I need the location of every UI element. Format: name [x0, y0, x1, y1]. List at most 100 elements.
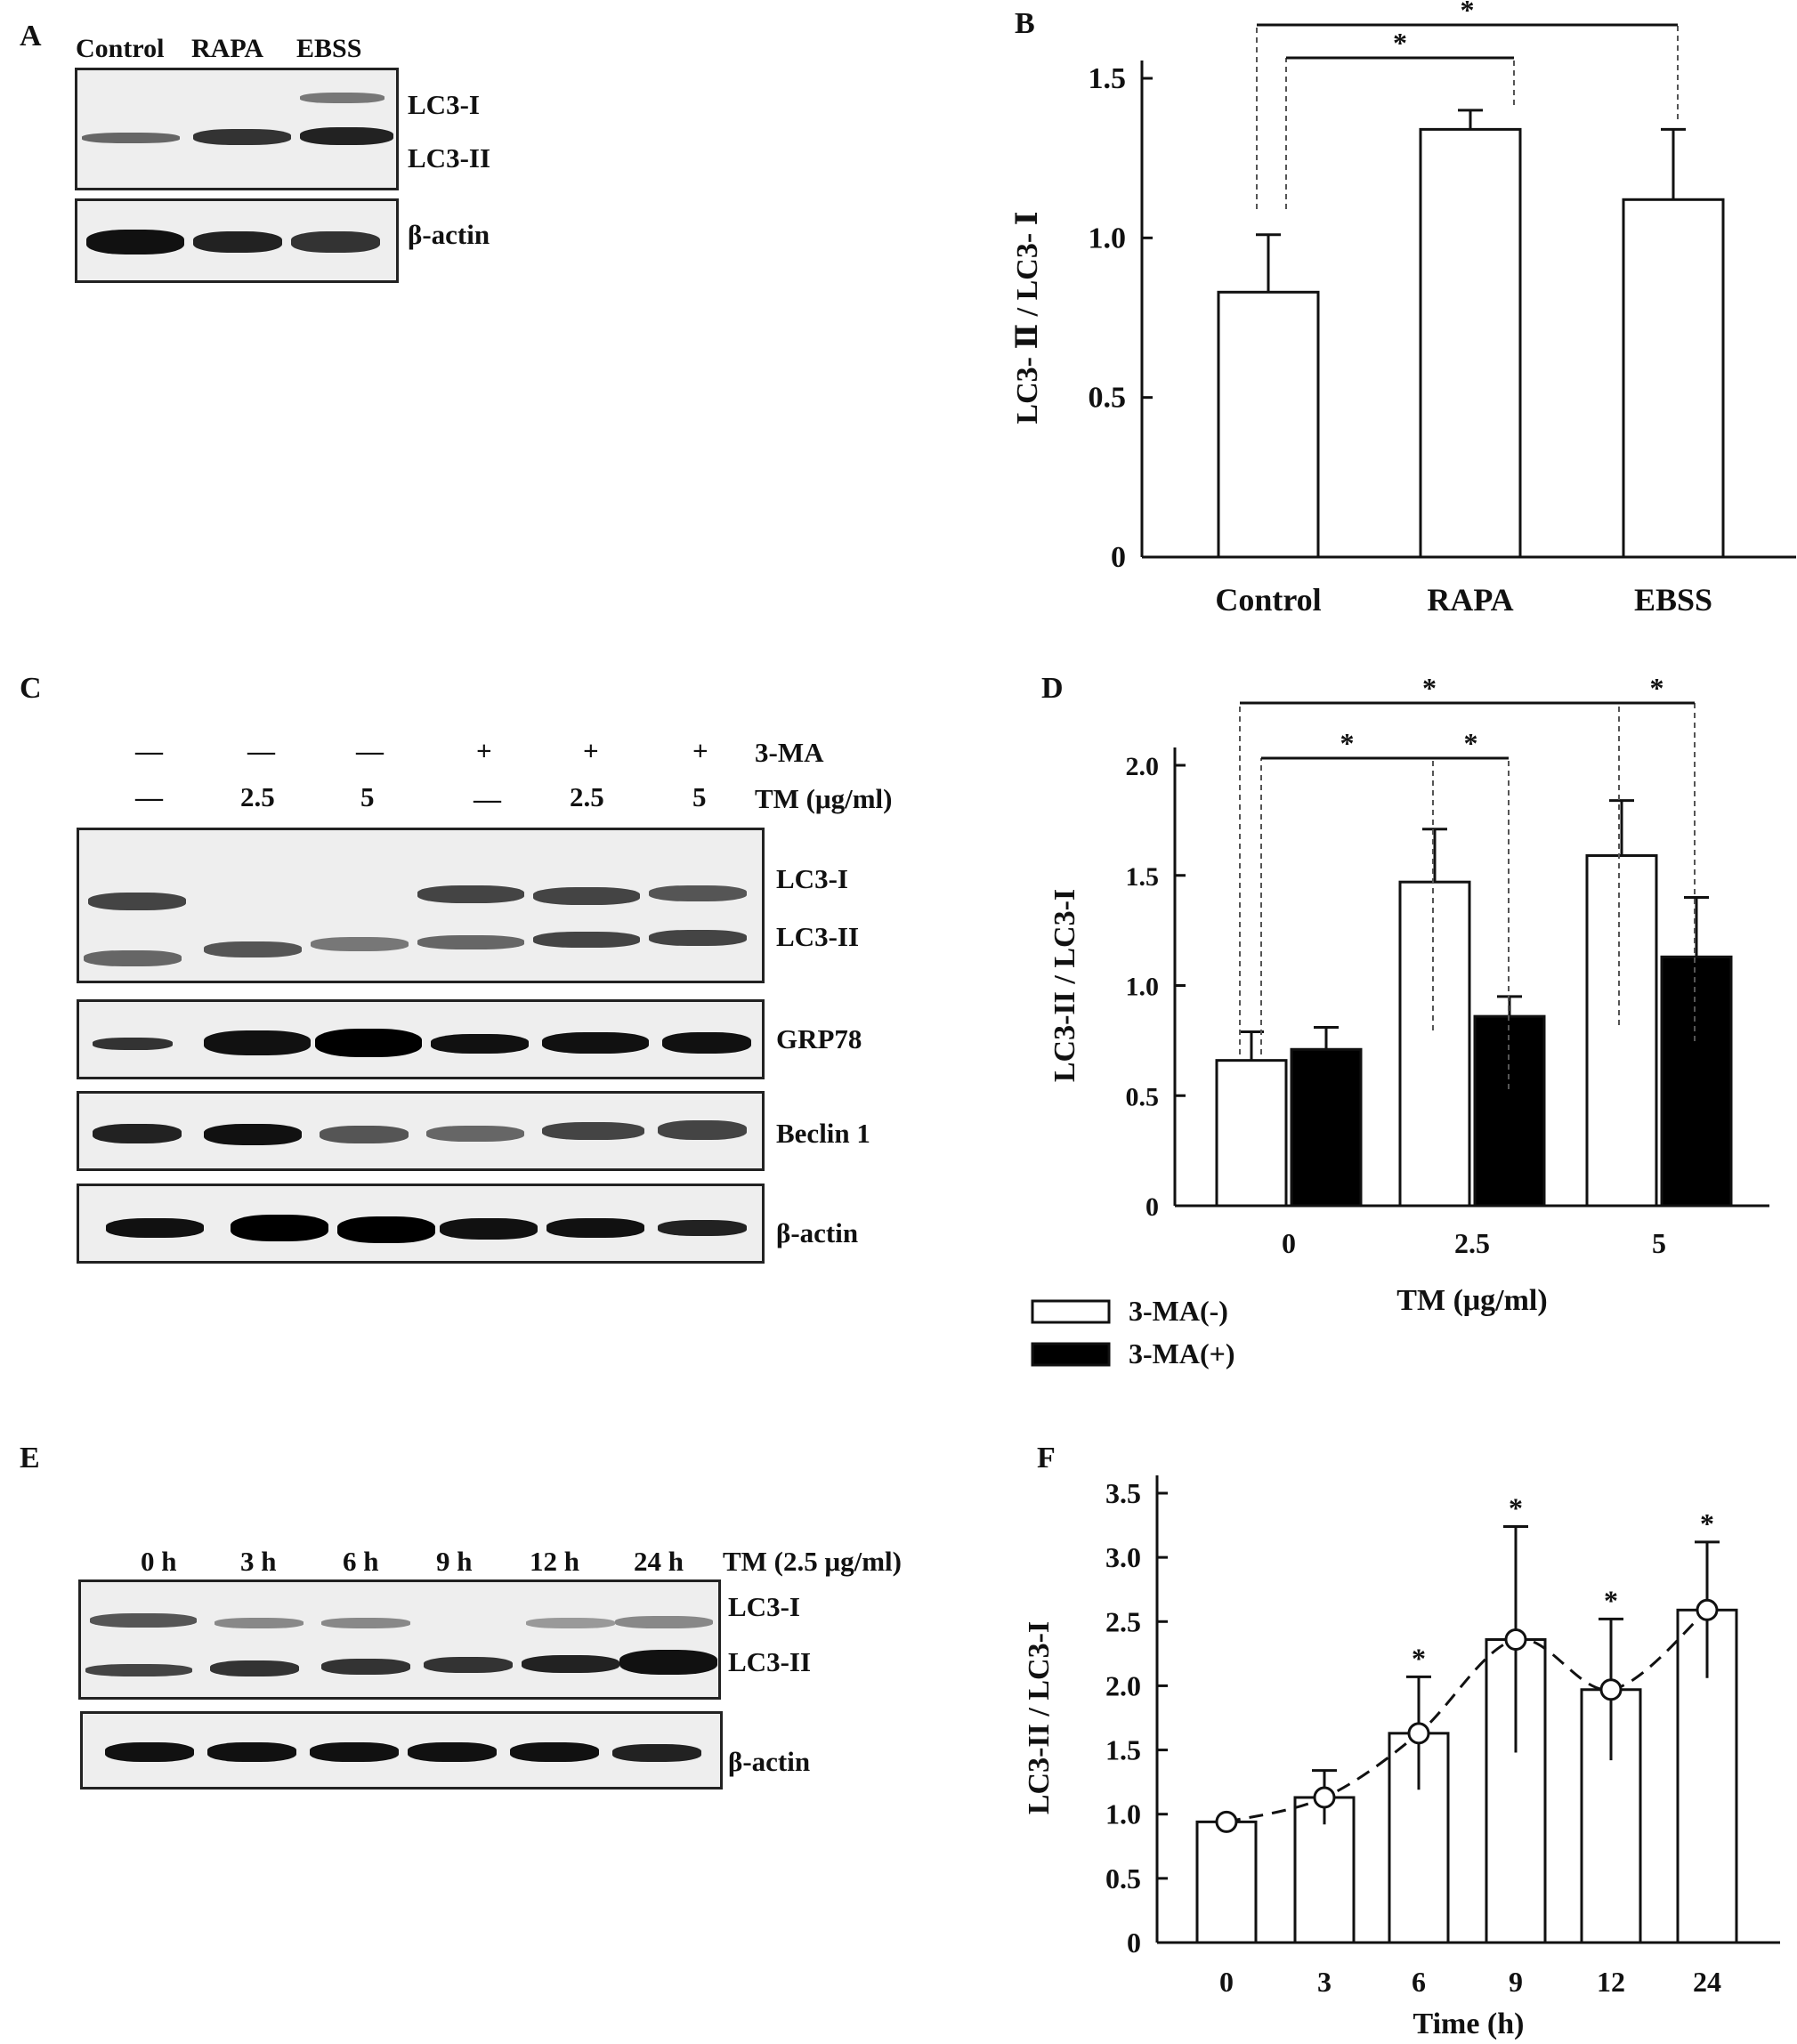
chart-f-x-tick-label: 6: [1412, 1966, 1426, 1998]
chart-f-sig-star: *: [1509, 1492, 1523, 1524]
band: [88, 893, 186, 910]
band: [417, 935, 524, 949]
chart-b-x-tick-label: Control: [1215, 582, 1321, 618]
blot-c-label-lc3-i: LC3-I: [776, 863, 848, 894]
band: [546, 1218, 644, 1238]
chart-d-y-tick-label: 0: [1145, 1192, 1159, 1222]
chart-f-x-tick-label: 12: [1597, 1966, 1625, 1998]
blot-a-label-lc3-i: LC3-I: [408, 89, 480, 120]
blot-c-grp78: [77, 999, 765, 1079]
blot-c-label-grp78: GRP78: [776, 1023, 862, 1054]
chart-d-legend-label-0: 3-MA(-): [1129, 1295, 1228, 1327]
chart-d-y-tick-label: 0.5: [1126, 1082, 1160, 1111]
chart-d-y-tick-label: 1.0: [1126, 973, 1160, 1002]
chart-f-y-tick-label: 0.5: [1105, 1862, 1141, 1895]
band: [431, 1034, 529, 1054]
band: [310, 1742, 399, 1762]
band: [658, 1220, 747, 1236]
blot-a-lane-rapa: RAPA: [191, 34, 264, 63]
panel-letter-c: C: [20, 672, 42, 705]
chart-f-x-tick-label: 24: [1693, 1966, 1721, 1998]
band: [93, 1124, 182, 1143]
chart-b-bar: [1622, 198, 1725, 559]
band: [510, 1742, 599, 1762]
band: [440, 1218, 538, 1240]
chart-f-x-tick-label: 9: [1509, 1966, 1523, 1998]
band: [86, 230, 184, 254]
chart-b-sig-bracket-0-label: *: [1393, 27, 1407, 59]
chart-d-sig-bracket-1-label: *: [1464, 727, 1478, 759]
band: [85, 1664, 192, 1676]
blot-a-lane-control: Control: [76, 34, 165, 63]
blot-c-tm-6: 5: [692, 781, 707, 812]
blot-e-lane-12h: 12 h: [530, 1546, 579, 1577]
band: [93, 1038, 173, 1050]
blot-e-condition: TM (2.5 μg/ml): [723, 1546, 902, 1577]
band: [649, 930, 747, 946]
band: [533, 887, 640, 905]
band: [204, 941, 302, 957]
chart-f-y-tick-label: 2.5: [1105, 1605, 1141, 1637]
chart-d-y-axis-label: LC3-II / LC3-I: [1048, 889, 1081, 1082]
chart-f-y-axis-label: LC3-II / LC3-I: [1023, 1621, 1056, 1814]
blot-e-actin: [80, 1711, 723, 1790]
blot-c-3ma-6: +: [692, 735, 708, 766]
chart-f-point: [1696, 1598, 1719, 1621]
blot-c-3ma-label: 3-MA: [755, 737, 824, 768]
chart-f-y-tick-label: 1.5: [1105, 1734, 1141, 1766]
blot-c-label-beclin: Beclin 1: [776, 1118, 870, 1149]
blot-a-lane-ebss: EBSS: [296, 34, 362, 63]
chart-b-x-tick-label: RAPA: [1427, 582, 1513, 618]
band: [649, 885, 747, 901]
blot-a-label-lc3-ii: LC3-II: [408, 142, 491, 174]
chart-d-y-tick-label: 2.0: [1126, 752, 1160, 781]
panel-letter-b: B: [1015, 7, 1035, 40]
band: [522, 1655, 619, 1673]
band: [84, 950, 182, 966]
blot-e-lane-9h: 9 h: [436, 1546, 473, 1577]
chart-f-sig-star: *: [1604, 1584, 1618, 1616]
chart-f-y-tick-label: 3.5: [1105, 1477, 1141, 1509]
chart-d-bar: [1585, 853, 1658, 1208]
chart-f-point: [1407, 1722, 1430, 1745]
chart-b-y-tick-label: 1.0: [1089, 222, 1127, 254]
blot-a-actin: [75, 198, 399, 283]
chart-d-bar: [1660, 955, 1733, 1208]
blot-c-3ma-4: +: [476, 735, 492, 766]
blot-c-label-actin: β-actin: [776, 1217, 859, 1248]
blot-e-lane-0h: 0 h: [141, 1546, 177, 1577]
chart-d-legend-label-1: 3-MA(+): [1129, 1337, 1235, 1369]
blot-c-tm-1: —: [135, 781, 163, 812]
chart-b-bar: [1419, 127, 1522, 559]
band: [612, 1744, 701, 1762]
chart-d-legend-swatch-1: [1031, 1342, 1111, 1367]
chart-d-bar: [1215, 1059, 1288, 1208]
chart-d-legend-swatch-0: [1031, 1299, 1111, 1324]
band: [90, 1613, 197, 1628]
chart-d-x-tick-label: 0: [1282, 1227, 1296, 1259]
band: [542, 1032, 649, 1054]
blot-a-label-actin: β-actin: [408, 219, 490, 250]
panel-letter-f: F: [1037, 1442, 1056, 1474]
band: [417, 885, 524, 903]
chart-f-bar: [1195, 1820, 1258, 1944]
blot-c-beclin: [77, 1091, 765, 1171]
band: [426, 1126, 524, 1142]
band: [204, 1124, 302, 1145]
chart-d-sig-bracket-3-label: *: [1422, 672, 1437, 704]
chart-b-bar: [1217, 290, 1320, 559]
band: [533, 932, 640, 948]
chart-f-x-tick-label: 0: [1219, 1966, 1234, 1998]
chart-b-x-tick-label: EBSS: [1634, 582, 1712, 618]
chart-f-point: [1215, 1810, 1238, 1833]
band: [106, 1218, 204, 1238]
band: [526, 1618, 615, 1628]
blot-c-tm-5: 2.5: [570, 781, 604, 812]
band: [321, 1618, 410, 1628]
band: [337, 1216, 435, 1243]
chart-d-x-tick-label: 5: [1652, 1227, 1666, 1259]
blot-e-lane-6h: 6 h: [343, 1546, 379, 1577]
band: [207, 1742, 296, 1762]
chart-b-y-tick-label: 0: [1111, 541, 1126, 574]
